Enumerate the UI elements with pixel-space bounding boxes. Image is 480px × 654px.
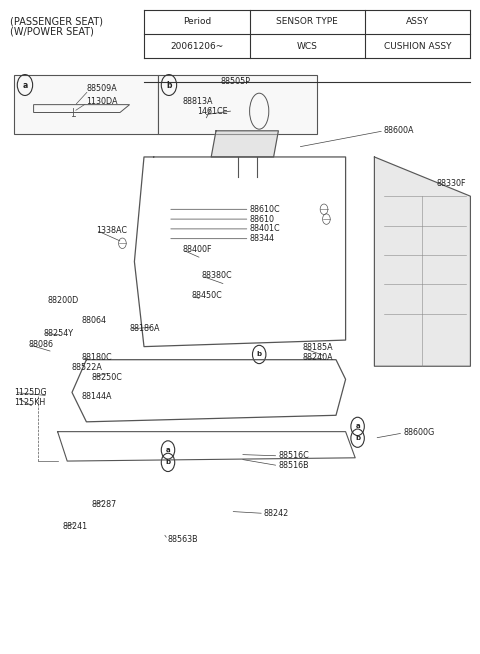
Text: 88522A: 88522A (72, 363, 103, 372)
Text: 88600A: 88600A (384, 126, 415, 135)
Text: b: b (257, 351, 262, 358)
Text: 88186A: 88186A (130, 324, 160, 334)
Text: CUSHION ASSY: CUSHION ASSY (384, 42, 451, 50)
Text: (W/POWER SEAT): (W/POWER SEAT) (10, 26, 94, 36)
Text: 20061206~: 20061206~ (170, 42, 223, 50)
Bar (14, 75, 158, 134)
Text: 88185A: 88185A (302, 343, 333, 353)
Text: 1130DA: 1130DA (86, 97, 118, 106)
Text: 88240A: 88240A (302, 353, 333, 362)
Bar (158, 75, 317, 134)
Text: 88509A: 88509A (86, 84, 117, 93)
Text: SENSOR TYPE: SENSOR TYPE (276, 18, 338, 26)
Text: ASSY: ASSY (406, 18, 429, 26)
Text: b: b (355, 435, 360, 441)
Text: 88400F: 88400F (182, 245, 212, 254)
Polygon shape (211, 131, 278, 157)
Text: 88610: 88610 (250, 215, 275, 224)
Text: 88330F: 88330F (437, 179, 466, 188)
Text: a: a (23, 80, 27, 90)
Text: 88610C: 88610C (250, 205, 280, 214)
Text: 88516C: 88516C (278, 451, 309, 460)
Text: 88250C: 88250C (91, 373, 122, 382)
Text: 88200D: 88200D (48, 296, 79, 305)
Text: 88450C: 88450C (192, 291, 223, 300)
Text: a: a (355, 423, 360, 430)
Text: b: b (166, 459, 170, 466)
Text: 88064: 88064 (82, 316, 107, 325)
Text: 88401C: 88401C (250, 224, 280, 233)
Text: 88144A: 88144A (82, 392, 112, 402)
Text: 88380C: 88380C (202, 271, 232, 281)
Text: 88516B: 88516B (278, 461, 309, 470)
Text: 88287: 88287 (91, 500, 117, 509)
Text: 88505P: 88505P (221, 77, 251, 86)
Text: 1125DG: 1125DG (14, 388, 47, 397)
Text: 88813A: 88813A (182, 97, 213, 106)
Text: 1338AC: 1338AC (96, 226, 127, 235)
Text: 88180C: 88180C (82, 353, 112, 362)
Text: Period: Period (183, 18, 211, 26)
Text: 88086: 88086 (29, 340, 54, 349)
Text: a: a (166, 447, 170, 453)
Text: 88344: 88344 (250, 234, 275, 243)
Text: 88241: 88241 (62, 522, 87, 531)
Text: WCS: WCS (297, 42, 318, 50)
Text: 88600G: 88600G (403, 428, 434, 438)
Text: 1461CE: 1461CE (197, 107, 228, 116)
Text: (PASSENGER SEAT): (PASSENGER SEAT) (10, 16, 103, 26)
Text: b: b (166, 80, 172, 90)
Text: 88242: 88242 (264, 509, 289, 518)
Text: 88254Y: 88254Y (43, 329, 73, 338)
Text: 1125KH: 1125KH (14, 398, 46, 407)
Polygon shape (374, 157, 470, 366)
Text: 88563B: 88563B (168, 535, 199, 544)
